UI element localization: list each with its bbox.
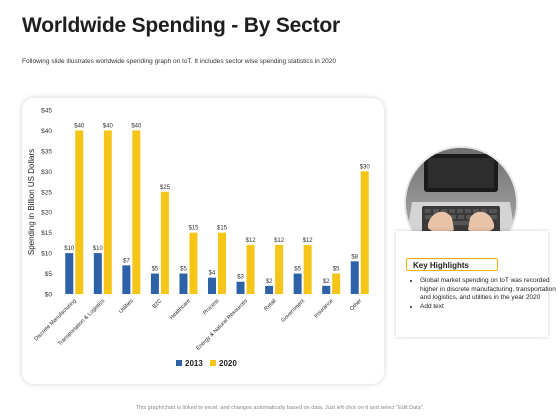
y-tick-label: $15 (41, 230, 52, 237)
x-tick-label: Healthcare (169, 298, 192, 321)
data-label: $30 (360, 164, 371, 170)
data-label: $12 (274, 238, 285, 244)
data-label: $3 (237, 275, 244, 281)
x-tick-label: Government (280, 298, 306, 324)
y-axis-label: Spending in Billion US Dollars (27, 149, 36, 255)
data-label: $15 (188, 226, 199, 232)
y-tick-label: $20 (41, 210, 52, 217)
key-highlights-heading: Key Highlights (406, 258, 498, 271)
y-tick-label: $30 (41, 169, 52, 176)
data-label: $12 (246, 238, 257, 244)
data-label: $12 (303, 238, 314, 244)
x-tick-label: Other (349, 298, 363, 312)
bar-2020 (360, 171, 369, 294)
key-highlights-list: Global market spending on IoT was record… (408, 277, 558, 311)
bar-2020 (275, 244, 284, 294)
legend-swatch (176, 360, 182, 366)
x-tick-label: Retail (263, 298, 277, 312)
bar-chart[interactable]: $0 $5 $10 $15 $20 $25 $30 $35 $40 $45 Spending in … (22, 98, 384, 384)
bar-2013 (293, 273, 302, 294)
x-tick-label: Energy & Natural Resources (195, 298, 249, 352)
x-tick-label: Insurance (313, 298, 334, 319)
chart-card[interactable]: $0 $5 $10 $15 $20 $25 $30 $35 $40 $45 Spending in … (22, 98, 384, 384)
bar-2013 (236, 281, 245, 294)
page-title: Worldwide Spending - By Sector (22, 14, 340, 37)
y-tick-label: $5 (45, 271, 53, 278)
data-label: $40 (103, 123, 114, 129)
y-tick-label: $45 (41, 108, 52, 115)
x-tick-label: Process (202, 298, 220, 316)
bar-2020 (189, 232, 198, 294)
bar-2013 (93, 253, 102, 294)
data-label: $15 (217, 226, 228, 232)
data-label: $40 (131, 123, 142, 129)
bar-2013 (322, 285, 331, 294)
legend-label: 2013 (185, 359, 203, 368)
bar-2013 (350, 261, 359, 294)
x-tick-label: Utilities (118, 298, 135, 315)
bar-2013 (150, 273, 159, 294)
bar-2020 (103, 130, 112, 294)
data-label: $4 (209, 271, 216, 277)
data-label: $2 (266, 279, 273, 285)
y-tick-label: $0 (45, 292, 53, 299)
page-subtitle: Following slide illustrates worldwide sp… (22, 58, 336, 65)
bar-2013 (122, 265, 131, 294)
data-label: $7 (123, 258, 130, 264)
bar-2020 (332, 273, 341, 294)
data-label: $40 (74, 123, 85, 129)
bar-2013 (65, 253, 74, 294)
legend-swatch (210, 360, 216, 366)
bar-2013 (208, 277, 216, 294)
bar-2013 (179, 273, 188, 294)
data-label: $5 (180, 267, 187, 273)
data-label: $25 (160, 185, 171, 191)
footer-note: This graph/chart is linked to excel, and… (135, 405, 425, 411)
highlight-item: Global market spending on IoT was record… (420, 277, 558, 303)
bar-2020 (246, 244, 255, 294)
legend-label: 2020 (219, 359, 237, 368)
key-highlights-box: Key Highlights Global market spending on… (396, 231, 556, 337)
bar-2020 (303, 244, 312, 294)
data-label: $5 (152, 267, 159, 273)
data-label: $5 (333, 267, 340, 273)
y-tick-label: $40 (41, 128, 52, 135)
bar-2020 (75, 130, 84, 294)
data-label: $10 (93, 246, 104, 252)
y-tick-label: $35 (41, 148, 52, 155)
data-label: $2 (323, 279, 330, 285)
data-label: $10 (64, 246, 75, 252)
highlight-item: Add text (420, 303, 558, 312)
bar-2020 (218, 232, 226, 294)
bar-2020 (160, 191, 169, 294)
y-tick-label: $10 (41, 251, 52, 258)
x-tick-label: B2C (152, 298, 164, 310)
bar-2020 (132, 130, 141, 294)
x-tick-label: Transportation & Logistics (57, 298, 106, 347)
bar-2013 (265, 285, 274, 294)
data-label: $5 (294, 267, 301, 273)
data-label: $8 (351, 254, 358, 260)
y-tick-label: $25 (41, 189, 52, 196)
